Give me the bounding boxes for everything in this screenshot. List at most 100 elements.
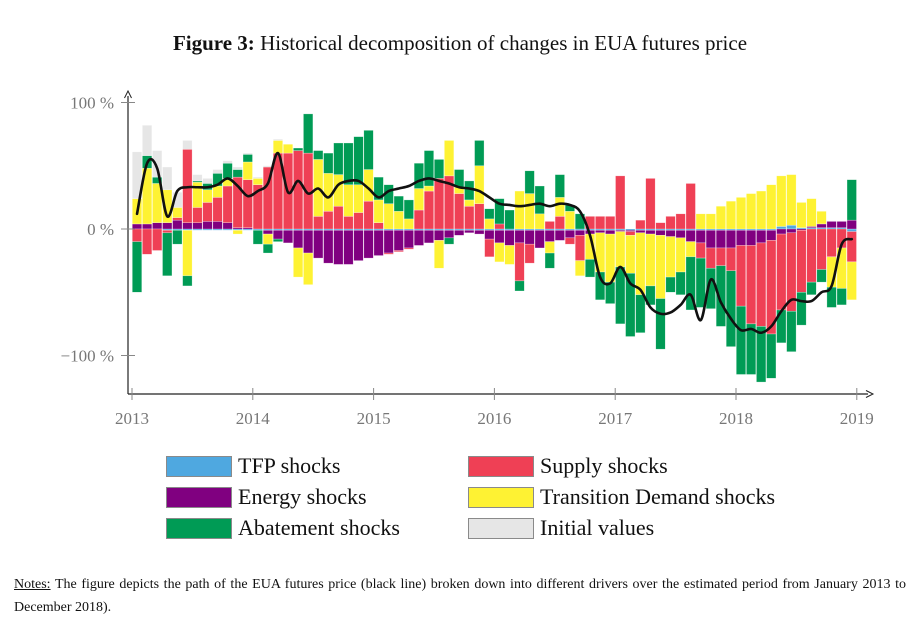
bar-segment-abatement-shocks: [715, 265, 726, 327]
bar-segment-energy-shocks: [393, 230, 404, 251]
legend-item-initial: Initial values: [468, 514, 654, 542]
bar-segment-energy-shocks: [514, 230, 525, 244]
bar-segment-transition-demand-shocks: [293, 247, 304, 278]
bar-segment-energy-shocks: [182, 222, 193, 230]
bar-segment-energy-shocks: [413, 230, 424, 246]
bar-segment-initial-values: [262, 165, 273, 168]
bar-segment-supply-shocks: [806, 228, 817, 283]
y-tick-label: 0 %: [87, 220, 114, 239]
bar-segment-abatement-shocks: [655, 298, 666, 350]
x-axis-arrow: [865, 390, 875, 398]
bar-segment-transition-demand-shocks: [675, 237, 686, 273]
bar-segment-transition-demand-shocks: [514, 190, 525, 230]
bar-segment-supply-shocks: [353, 212, 364, 230]
bar-segment-supply-shocks: [222, 185, 233, 223]
bar-segment-energy-shocks: [283, 230, 294, 244]
bar-segment-energy-shocks: [685, 230, 696, 242]
bar-segment-transition-demand-shocks: [705, 213, 716, 230]
bar-segment-supply-shocks: [192, 207, 203, 223]
bar-segment-supply-shocks: [796, 230, 807, 293]
bar-segment-abatement-shocks: [353, 136, 364, 185]
bar-segment-energy-shocks: [353, 230, 364, 261]
bar-segment-abatement-shocks: [333, 142, 344, 175]
bar-segment-energy-shocks: [564, 230, 575, 239]
bar-segment-energy-shocks: [715, 230, 726, 249]
bar-segment-supply-shocks: [554, 216, 565, 230]
legend-label-supply: Supply shocks: [540, 453, 668, 478]
bar-segment-supply-shocks: [574, 235, 585, 261]
bar-segment-abatement-shocks: [665, 276, 676, 293]
bar-segment-abatement-shocks: [413, 162, 424, 189]
bar-segment-initial-values: [182, 140, 193, 150]
bar-segment-supply-shocks: [635, 219, 646, 230]
bar-segment-abatement-shocks: [806, 281, 817, 296]
bar-segment-initial-values: [192, 174, 203, 182]
bar-segment-supply-shocks: [695, 242, 706, 259]
bar-segment-transition-demand-shocks: [574, 260, 585, 277]
bar-segment-transition-demand-shocks: [645, 233, 656, 287]
bar-segment-energy-shocks: [595, 230, 606, 234]
bar-segment-abatement-shocks: [645, 285, 656, 306]
bar-segment-supply-shocks: [403, 247, 414, 250]
bar-segment-energy-shocks: [293, 230, 304, 249]
bar-segment-abatement-shocks: [796, 292, 807, 326]
bar-segment-abatement-shocks: [725, 270, 736, 347]
legend-swatch-energy: [166, 486, 232, 508]
bar-segment-supply-shocks: [625, 231, 636, 236]
bar-segment-abatement-shocks: [373, 176, 384, 201]
bar-segment-transition-demand-shocks: [504, 245, 515, 265]
bar-segment-supply-shocks: [645, 178, 656, 230]
bar-segment-initial-values: [212, 169, 223, 174]
notes-label: Notes:: [14, 577, 51, 592]
legend-item-energy: Energy shocks: [166, 483, 367, 511]
bar-segment-transition-demand-shocks: [736, 197, 747, 230]
bar-segment-supply-shocks: [423, 190, 434, 230]
bar-segment-abatement-shocks: [534, 185, 545, 215]
axes: [124, 89, 875, 398]
bar-segment-transition-demand-shocks: [756, 190, 767, 230]
legend-item-transition: Transition Demand shocks: [468, 483, 775, 511]
bar-segment-energy-shocks: [786, 228, 797, 234]
bar-segment-transition-demand-shocks: [816, 211, 827, 225]
bar-segment-supply-shocks: [595, 216, 606, 230]
bar-segment-energy-shocks: [313, 230, 324, 259]
bar-segment-abatement-shocks: [766, 333, 777, 379]
bar-segment-supply-shocks: [323, 211, 334, 230]
bar-segment-transition-demand-shocks: [413, 188, 424, 211]
bar-segment-energy-shocks: [403, 230, 414, 249]
bar-segment-supply-shocks: [605, 216, 616, 230]
bar-segment-supply-shocks: [756, 242, 767, 327]
bar-segment-abatement-shocks: [484, 208, 495, 220]
bar-segment-transition-demand-shocks: [403, 218, 414, 230]
bar-segment-abatement-shocks: [846, 179, 857, 221]
bar-segment-transition-demand-shocks: [373, 199, 384, 223]
legend-item-abatement: Abatement shocks: [166, 514, 400, 542]
bar-segment-energy-shocks: [736, 230, 747, 246]
bar-segment-transition-demand-shocks: [725, 200, 736, 230]
bar-segment-abatement-shocks: [162, 232, 173, 277]
bar-segment-abatement-shocks: [585, 259, 596, 278]
bar-segment-transition-demand-shocks: [524, 193, 535, 230]
bar-segment-tfp-shocks: [786, 224, 797, 230]
chart: 100 %0 %−100 % 2013 2014 2015 2016 2017 2018 2…: [61, 89, 875, 428]
bar-segment-energy-shocks: [836, 221, 847, 228]
bar-segment-transition-demand-shocks: [242, 161, 253, 180]
legend-label-abatement: Abatement shocks: [238, 515, 400, 540]
bar-segment-transition-demand-shocks: [444, 140, 455, 177]
bar-segment-supply-shocks: [524, 243, 535, 264]
y-ticks: 100 % 0 % −100 %: [61, 94, 135, 366]
bar-segment-transition-demand-shocks: [685, 241, 696, 258]
bar-segment-energy-shocks: [574, 230, 585, 236]
bar-segment-energy-shocks: [192, 222, 203, 230]
bar-segment-supply-shocks: [293, 150, 304, 230]
bar-segment-energy-shocks: [816, 223, 827, 228]
x-tick-label: 2016: [477, 409, 511, 428]
legend-label-tfp: TFP shocks: [238, 453, 341, 478]
bar-segment-supply-shocks: [142, 228, 153, 255]
bar-segment-energy-shocks: [524, 230, 535, 245]
bar-segment-abatement-shocks: [504, 209, 515, 230]
bar-segment-initial-values: [252, 176, 263, 179]
bar-segment-supply-shocks: [715, 247, 726, 266]
bar-segment-supply-shocks: [725, 247, 736, 271]
legend-item-supply: Supply shocks: [468, 452, 668, 480]
